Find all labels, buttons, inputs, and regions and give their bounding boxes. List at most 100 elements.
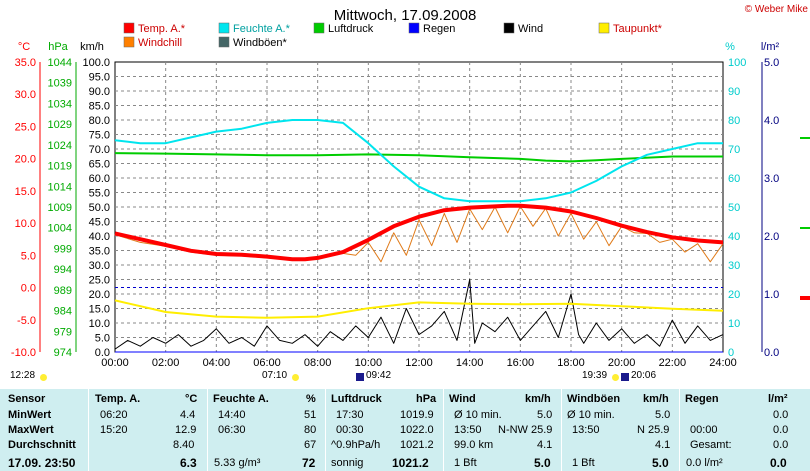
pressure-min-time: 17:30 [336,409,364,421]
humidity-tick-label: 100 [728,57,746,69]
pressure-tick-label: 999 [54,243,72,255]
x-tick-label: 24:00 [709,357,737,368]
wind-current-value: 5.0 [534,456,551,470]
wind-tick-label: 0.0 [95,347,110,359]
sun-icon [40,374,47,381]
rain-total-label: Gesamt: [690,439,732,451]
pressure-tick-label: 974 [54,347,72,359]
x-tick-label: 16:00 [507,357,535,368]
wind-tick-label: 40.0 [89,231,110,243]
rain-tick-label: 2.0 [764,231,779,243]
wind-tick-label: 30.0 [89,260,110,272]
pressure-tick-label: 994 [54,264,72,276]
temp-header: Temp. A. [95,393,141,405]
pressure-forecast: sonnig [331,457,364,469]
side-panel-edge [799,62,810,362]
humidity-max-time: 06:30 [218,424,246,436]
row-label-max: MaxWert [8,424,54,436]
series-luftdruck [114,152,723,163]
temp-max-value: 12.9 [175,424,197,436]
legend-swatch [503,22,515,34]
humidity-tick-label: 50 [728,202,740,214]
temp-current-value: 6.3 [180,456,197,470]
rain-unit: l/m² [768,393,788,405]
wind-tick-label: 15.0 [89,304,110,316]
temp-tick-label: 30.0 [15,89,36,101]
moon-icon [356,373,364,381]
wind-tick-label: 75.0 [89,130,110,142]
humidity-header: Feuchte A. [213,393,269,405]
pressure-min-value: 1019.9 [400,409,434,421]
wind-tick-label: 25.0 [89,275,110,287]
humidity-tick-label: 20 [728,289,740,301]
gust-day-avg: 4.1 [655,439,671,451]
series-wind [114,279,724,350]
temp-tick-label: 35.0 [15,57,36,69]
pressure-tick-label: 1039 [48,78,72,90]
time-marker-3: 19:39 [582,370,608,381]
rain-tick-label: 0.0 [764,347,779,359]
legend-swatch [218,22,230,34]
rain-unit-label: l/m² [761,41,780,53]
plot-grid [115,62,723,352]
pressure-header: Luftdruck [331,393,382,405]
wind-avg-label: Ø 10 min. [454,409,502,421]
x-tick-label: 20:00 [608,357,636,368]
temp-tick-label: 20.0 [15,154,36,166]
pressure-max-value: 1022.0 [400,424,434,436]
wind-tick-label: 80.0 [89,115,110,127]
wind-unit: km/h [525,393,551,405]
wind-tick-label: 10.0 [89,318,110,330]
wind-tick-label: 60.0 [89,173,110,185]
row-label-min: MinWert [8,409,52,421]
sun-moon-bar: 12:28 07:10 09:42 19:39 20:06 [0,368,810,388]
humidity-tick-label: 40 [728,231,740,243]
pressure-tick-label: 1019 [48,161,72,173]
wind-max-value: N-NW 25.9 [498,424,553,436]
sensor-header: Sensor [8,393,46,405]
pressure-avg-value: 1021.2 [400,439,434,451]
legend-swatch [123,36,135,48]
legend-label: Luftdruck [328,23,374,35]
pressure-trend: ^0.9hPa/h [331,439,381,451]
stats-table: Sensor MinWert MaxWert Durchschnitt 17.0… [0,389,810,471]
series-temp-a [114,203,724,262]
gust-bft: 1 Bft [572,457,595,469]
temp-min-time: 06:20 [100,409,128,421]
rain-tick-label: 5.0 [764,57,779,69]
pressure-tick-label: 1009 [48,202,72,214]
humidity-tick-label: 60 [728,173,740,185]
temp-avg-value: 8.40 [173,439,195,451]
wind-tick-label: 70.0 [89,144,110,156]
wind-tick-label: 5.0 [95,333,110,345]
wind-unit-label: km/h [80,41,104,53]
chart-legend: Temp. A.* Feuchte A.* Luftdruck Regen Wind Ta… [123,22,663,49]
x-tick-label: 18:00 [557,357,585,368]
temp-min-value: 4.4 [180,409,196,421]
axis-unit-labels: °C hPa km/h% l/m² [18,41,780,53]
gust-max-time: 13:50 [572,424,600,436]
pressure-unit-label: hPa [48,41,68,53]
copyright-label: © Weber Mike [745,4,809,15]
legend-swatch [408,22,420,34]
gust-current-value: 5.0 [652,456,669,470]
pressure-tick-label: 1014 [48,181,72,193]
temp-tick-label: 15.0 [15,186,36,198]
pressure-tick-label: 979 [54,326,72,338]
wind-tick-label: 20.0 [89,289,110,301]
temp-unit: °C [185,393,198,405]
gust-avg-label: Ø 10 min. [567,409,615,421]
wind-header: Wind [449,393,476,405]
legend-label: Windchill [138,37,182,49]
temp-tick-label: -5.0 [17,315,36,327]
wind-day-avg: 4.1 [537,439,553,451]
humidity-unit: % [306,393,316,405]
legend-label: Wind [518,23,543,35]
humidity-tick-label: 30 [728,260,740,272]
x-tick-label: 06:00 [253,357,281,368]
x-tick-label: 04:00 [203,357,231,368]
humidity-tick-label: 80 [728,115,740,127]
rain-header: Regen [685,393,719,405]
rain-current-label: 0.0 l/m² [686,457,723,469]
x-tick-label: 12:00 [405,357,433,368]
